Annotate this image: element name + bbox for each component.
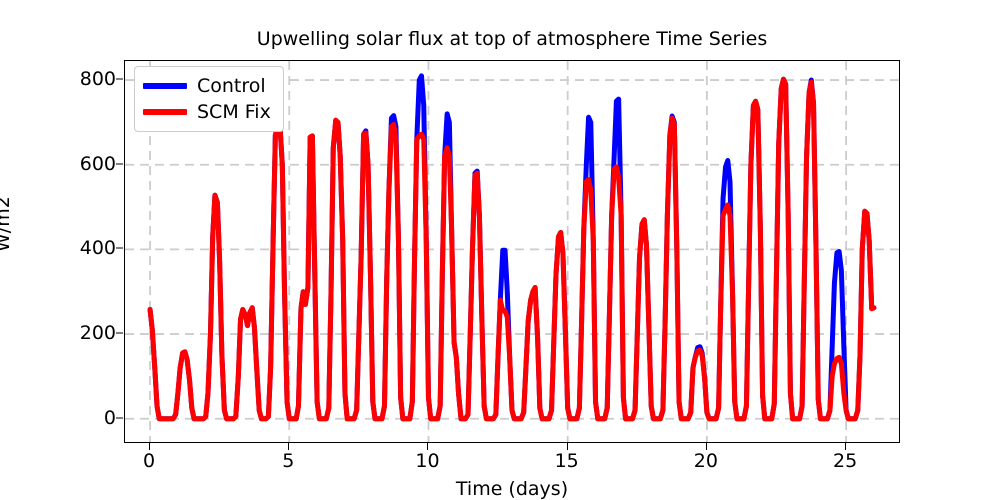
x-tick-label: 0	[143, 450, 156, 472]
y-tick-mark	[116, 78, 123, 80]
x-axis-label: Time (days)	[455, 478, 569, 500]
x-axis-ticks: 0 5 10 15 20 25	[124, 443, 900, 476]
series-line-scm-fix	[147, 76, 877, 422]
y-tick-label: 200	[79, 322, 116, 345]
x-tick-mark	[845, 443, 847, 450]
chart-title: Upwelling solar flux at top of atmospher…	[256, 28, 768, 50]
legend-item-scm-fix[interactable]: SCM Fix	[143, 99, 271, 125]
legend: Control SCM Fix	[134, 66, 284, 132]
x-tick-mark	[705, 443, 707, 450]
y-tick-mark	[116, 417, 123, 419]
x-tick-mark	[566, 443, 568, 450]
legend-color-swatch	[143, 83, 187, 89]
x-tick-label: 15	[554, 450, 579, 472]
legend-color-swatch	[143, 109, 187, 115]
y-tick-mark	[116, 247, 123, 249]
y-tick-label: 800	[79, 68, 116, 91]
y-tick-mark	[116, 163, 123, 165]
x-tick-label: 10	[415, 450, 440, 472]
y-axis-label: W/m2	[0, 196, 14, 252]
y-tick-mark	[116, 332, 123, 334]
x-tick-label: 20	[693, 450, 718, 472]
y-axis-ticks: 0 200 400 600 800	[38, 60, 123, 443]
x-tick-mark	[288, 443, 290, 450]
x-tick-mark	[149, 443, 151, 450]
legend-item-control[interactable]: Control	[143, 73, 271, 99]
y-tick-label: 0	[103, 406, 116, 429]
data-series-layer	[147, 73, 877, 422]
y-tick-label: 400	[79, 237, 116, 260]
y-tick-label: 600	[79, 152, 116, 175]
x-tick-mark	[427, 443, 429, 450]
plot-area	[124, 60, 900, 443]
legend-label: Control	[197, 75, 266, 97]
x-tick-label: 25	[833, 450, 858, 472]
x-tick-label: 5	[282, 450, 295, 472]
legend-label: SCM Fix	[197, 101, 271, 123]
